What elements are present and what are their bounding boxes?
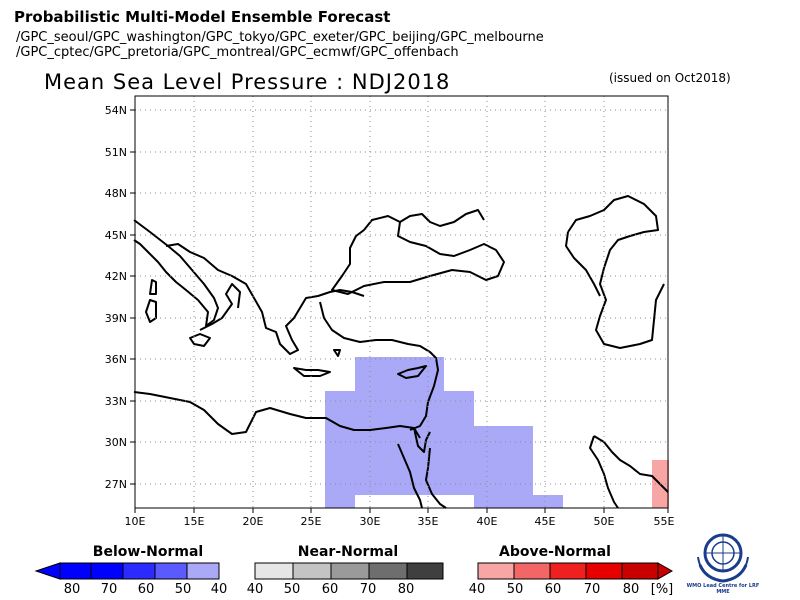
lon-tick-label: 50E bbox=[594, 515, 615, 528]
island-sardinia bbox=[145, 299, 157, 323]
wmo-logo bbox=[697, 533, 749, 583]
legend-swatch-near-40 bbox=[254, 562, 294, 580]
island-cyprus bbox=[397, 365, 427, 379]
legend-swatch-below-70 bbox=[90, 562, 124, 580]
coastline-crimea-azov bbox=[399, 209, 485, 227]
lat-tick-label: 48N bbox=[105, 187, 127, 200]
legend-label-above: 60 bbox=[545, 582, 562, 597]
lat-tick-label: 54N bbox=[105, 104, 127, 117]
lon-tick-label: 20E bbox=[243, 515, 264, 528]
figure-title: Probabilistic Multi-Model Ensemble Forec… bbox=[14, 8, 391, 26]
legend-label-above: 40 bbox=[469, 582, 486, 597]
legend-swatch-below-80 bbox=[59, 562, 92, 580]
shaded-regions bbox=[325, 357, 669, 508]
island-corsica bbox=[149, 279, 157, 295]
lat-tick-label: 30N bbox=[105, 436, 127, 449]
lon-tick-label: 55E bbox=[654, 515, 675, 528]
coastline-caspian-sea bbox=[567, 195, 665, 349]
island-sicily bbox=[189, 333, 211, 347]
legend-label-above: 80 bbox=[623, 582, 640, 597]
legend-bar-below bbox=[34, 562, 220, 580]
coastline-red-sea-west bbox=[397, 443, 423, 509]
coastline-italy-boot bbox=[199, 283, 241, 331]
legend-label-above: 50 bbox=[507, 582, 524, 597]
axis-ticks bbox=[130, 109, 669, 513]
legend-swatch-near-50 bbox=[292, 562, 332, 580]
legend-label-below: 70 bbox=[101, 582, 118, 597]
legend-label-percent-unit: [%] bbox=[651, 582, 674, 597]
lon-tick-labels: 10E 15E 20E 25E 30E 35E 40E 45E 50E 55E bbox=[125, 515, 675, 528]
lat-tick-label: 39N bbox=[105, 312, 127, 325]
legend-title-below: Below-Normal bbox=[93, 544, 203, 560]
model-sources-line-1: /GPC_seoul/GPC_washington/GPC_tokyo/GPC_… bbox=[16, 30, 544, 45]
map-gridlines bbox=[135, 96, 668, 508]
legend-label-above: 70 bbox=[584, 582, 601, 597]
lat-tick-label: 45N bbox=[105, 229, 127, 242]
legend-bar-above bbox=[477, 562, 674, 580]
lat-tick-labels: 27N 30N 33N 36N 39N 42N 45N 48N 51N 54N bbox=[105, 104, 127, 491]
coastline-turkey-south bbox=[319, 301, 439, 431]
legend-title-near: Near-Normal bbox=[298, 544, 398, 560]
legend-swatch-above-80 bbox=[657, 562, 674, 580]
coastline-black-sea bbox=[331, 215, 505, 295]
issued-date: (issued on Oct2018) bbox=[609, 71, 731, 85]
lat-tick-label: 51N bbox=[105, 146, 127, 159]
legend-swatch-above-80 bbox=[621, 562, 659, 580]
model-sources-line-2: /GPC_cptec/GPC_pretoria/GPC_montreal/GPC… bbox=[16, 45, 459, 60]
legend-swatch-near-80 bbox=[406, 562, 444, 580]
lat-tick-label: 27N bbox=[105, 478, 127, 491]
island-rhodes bbox=[333, 349, 341, 357]
coastline-persian-gulf bbox=[593, 435, 669, 493]
map-frame bbox=[134, 95, 669, 509]
map-title: Mean Sea Level Pressure : NDJ2018 bbox=[44, 70, 451, 94]
legend-swatch-below-60 bbox=[122, 562, 156, 580]
legend-swatch-above-50 bbox=[513, 562, 551, 580]
coastline-gulf-of-suez bbox=[413, 427, 431, 453]
legend-label-near: 70 bbox=[360, 582, 377, 597]
legend-label-below: 40 bbox=[211, 582, 228, 597]
coastline-red-sea-east bbox=[425, 447, 447, 509]
lat-tick-label: 33N bbox=[105, 395, 127, 408]
legend-label-near: 80 bbox=[398, 582, 415, 597]
island-crete bbox=[293, 367, 331, 377]
lon-tick-label: 15E bbox=[184, 515, 205, 528]
legend-swatch-below-80 bbox=[34, 562, 61, 580]
wmo-logo-caption: WMO Lead Centre for LRF MME bbox=[686, 583, 760, 595]
lat-tick-label: 36N bbox=[105, 353, 127, 366]
lon-tick-label: 10E bbox=[125, 515, 146, 528]
lon-tick-label: 45E bbox=[535, 515, 556, 528]
lat-tick-label: 42N bbox=[105, 270, 127, 283]
lon-tick-label: 30E bbox=[360, 515, 381, 528]
legend-label-below: 80 bbox=[64, 582, 81, 597]
coastline-adriatic-balkans bbox=[165, 243, 365, 355]
lon-tick-label: 40E bbox=[477, 515, 498, 528]
legend-label-below: 60 bbox=[138, 582, 155, 597]
coastline-caspian-west bbox=[565, 231, 601, 297]
lon-tick-label: 25E bbox=[301, 515, 322, 528]
legend-title-above: Above-Normal bbox=[499, 544, 611, 560]
lon-tick-label: 35E bbox=[418, 515, 439, 528]
legend-swatch-above-60 bbox=[549, 562, 587, 580]
legend-swatch-above-70 bbox=[585, 562, 623, 580]
legend-swatch-below-50 bbox=[154, 562, 188, 580]
below-normal-region bbox=[325, 357, 563, 508]
coastline-north-africa bbox=[133, 391, 421, 439]
legend-swatch-below-40 bbox=[186, 562, 220, 580]
coastline-arabia-gulf-west bbox=[589, 435, 619, 509]
legend-label-near: 40 bbox=[247, 582, 264, 597]
legend-bar-near bbox=[254, 562, 444, 580]
legend: Below-Normal Near-Normal Above-Normal bbox=[34, 544, 674, 597]
coastlines bbox=[133, 195, 669, 509]
legend-swatch-near-70 bbox=[368, 562, 408, 580]
legend-label-below: 50 bbox=[175, 582, 192, 597]
legend-label-near: 50 bbox=[284, 582, 301, 597]
legend-label-near: 60 bbox=[322, 582, 339, 597]
legend-swatch-near-60 bbox=[330, 562, 370, 580]
legend-swatch-above-40 bbox=[477, 562, 515, 580]
